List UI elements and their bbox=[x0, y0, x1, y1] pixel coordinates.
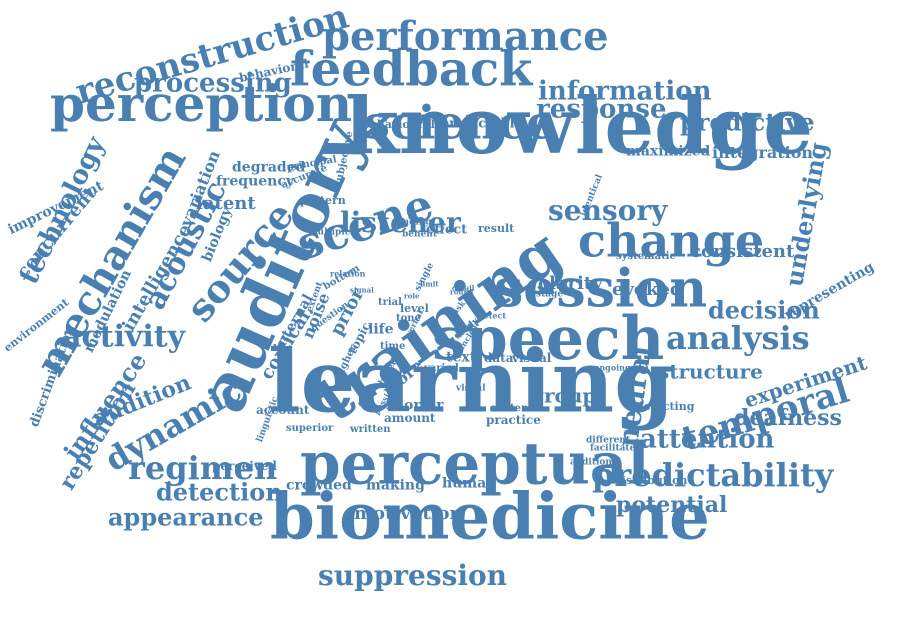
cloud-word: detail bbox=[452, 283, 475, 293]
cloud-word: limit bbox=[420, 279, 439, 289]
cloud-word: learning bbox=[268, 331, 675, 433]
cloud-word: maximized bbox=[626, 143, 711, 160]
cloud-word: regimen bbox=[128, 448, 278, 487]
cloud-word: amount bbox=[384, 411, 436, 426]
cloud-word: practice bbox=[486, 413, 541, 428]
cloud-word: time bbox=[380, 340, 406, 352]
cloud-word: crowded bbox=[286, 477, 352, 494]
cloud-word: predictable bbox=[440, 116, 523, 132]
cloud-word: detect bbox=[478, 310, 507, 321]
cloud-word: behavioural bbox=[362, 117, 435, 131]
cloud-word: analysis bbox=[666, 318, 810, 357]
cloud-word: content bbox=[490, 402, 533, 414]
cloud-word: stage bbox=[536, 289, 564, 300]
cloud-word: decision bbox=[708, 295, 820, 325]
cloud-word: life bbox=[368, 321, 394, 338]
cloud-word: listener bbox=[340, 206, 461, 240]
cloud-word: evoked bbox=[612, 279, 683, 301]
cloud-word: clarity bbox=[538, 273, 603, 295]
cloud-word: perception bbox=[50, 74, 353, 133]
cloud-word: text bbox=[446, 349, 477, 366]
cloud-word: visual bbox=[512, 351, 552, 366]
cloud-word: change bbox=[578, 213, 765, 268]
cloud-word: round bbox=[450, 287, 474, 297]
cloud-word: suppression bbox=[318, 559, 508, 593]
cloud-word: knowledge bbox=[345, 81, 813, 173]
cloud-word: appearance bbox=[108, 502, 264, 532]
cloud-word: effect bbox=[426, 222, 468, 238]
cloud-word: written bbox=[350, 423, 391, 435]
cloud-word: result bbox=[478, 221, 515, 235]
cloud-word: response bbox=[536, 94, 667, 125]
cloud-word: human bbox=[442, 475, 497, 492]
cloud-word: making bbox=[366, 477, 425, 494]
cloud-word: multiple bbox=[308, 227, 351, 238]
cloud-word: frequency bbox=[216, 173, 295, 190]
cloud-word: relation bbox=[330, 268, 366, 279]
cloud-word: predictive bbox=[680, 107, 815, 137]
cloud-word: perceptual bbox=[300, 429, 650, 498]
cloud-word: deafness bbox=[734, 404, 842, 431]
cloud-word: benefit bbox=[402, 229, 437, 240]
cloud-word: detecting bbox=[636, 399, 695, 413]
cloud-word: session bbox=[494, 258, 708, 320]
cloud-word: pattern bbox=[300, 193, 346, 207]
cloud-word: activity bbox=[62, 319, 186, 355]
cloud-word: group bbox=[530, 383, 597, 408]
cloud-word: signal bbox=[350, 285, 374, 295]
cloud-word: attention bbox=[640, 424, 775, 455]
cloud-word: sensory bbox=[548, 194, 668, 228]
cloud-word: different bbox=[586, 435, 630, 446]
cloud-word: level bbox=[400, 301, 429, 315]
cloud-word: integration bbox=[712, 142, 814, 162]
cloud-word: latent bbox=[196, 193, 256, 215]
cloud-word: feedback bbox=[290, 41, 533, 98]
cloud-word: facilitate bbox=[590, 443, 636, 454]
cloud-word: account bbox=[256, 403, 310, 418]
cloud-word: visual bbox=[456, 383, 486, 394]
cloud-word: structure bbox=[658, 359, 763, 384]
cloud-word: speech bbox=[432, 303, 665, 374]
cloud-word: tone bbox=[396, 312, 421, 324]
cloud-word: science bbox=[364, 95, 556, 150]
cloud-word: performance bbox=[322, 13, 609, 61]
cloud-word: superior bbox=[286, 422, 334, 434]
cloud-word: predictability bbox=[592, 455, 834, 494]
cloud-word: information bbox=[538, 76, 712, 107]
cloud-word: detection bbox=[156, 477, 283, 507]
cloud-word: additional bbox=[570, 457, 622, 468]
cloud-word: degraded bbox=[232, 159, 306, 176]
cloud-word: consistent bbox=[690, 241, 795, 263]
cloud-word: data bbox=[484, 351, 514, 366]
cloud-word: role bbox=[404, 291, 420, 301]
cloud-word: potential bbox=[616, 491, 728, 518]
cloud-word: finding bbox=[396, 217, 432, 228]
cloud-word: motivation bbox=[354, 503, 463, 525]
cloud-word: trial bbox=[378, 296, 402, 308]
cloud-word: systematic bbox=[616, 250, 676, 262]
cloud-word: ongoing bbox=[594, 362, 631, 373]
cloud-word: perceived bbox=[212, 459, 277, 474]
cloud-word: biomedicine bbox=[270, 479, 710, 555]
cloud-word: varied bbox=[424, 362, 459, 374]
cloud-word: processing bbox=[134, 68, 292, 99]
cloud-word: distribution bbox=[614, 473, 688, 487]
cloud-word: shorter bbox=[386, 397, 444, 414]
